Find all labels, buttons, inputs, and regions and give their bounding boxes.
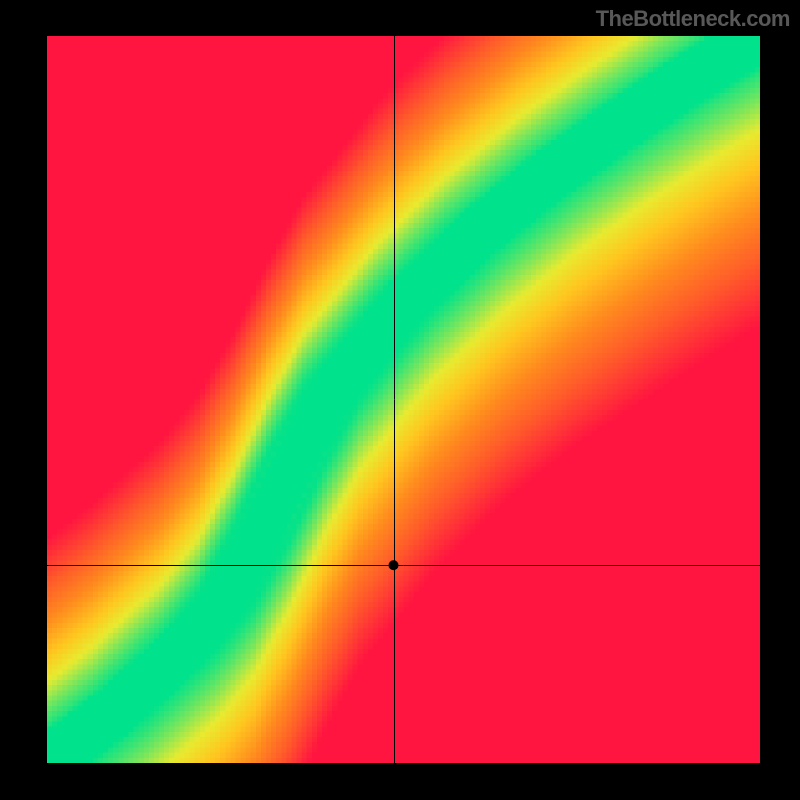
bottleneck-chart-frame: { "attribution": "TheBottleneck.com", "h… — [0, 0, 800, 800]
attribution-text: TheBottleneck.com — [596, 6, 790, 32]
crosshair-overlay — [0, 0, 800, 800]
